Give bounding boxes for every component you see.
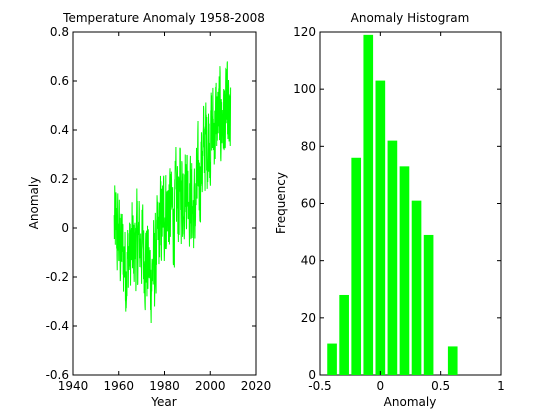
line-chart-title: Temperature Anomaly 1958-2008 bbox=[62, 11, 265, 25]
line-chart-ytick-label: 0 bbox=[61, 221, 69, 235]
histogram-bar bbox=[363, 34, 374, 375]
histogram-ytick-label: 0 bbox=[308, 368, 316, 382]
histogram-ytick-label: 120 bbox=[293, 25, 316, 39]
histogram-title: Anomaly Histogram bbox=[351, 11, 470, 25]
line-chart-ticks: 1940 1960 1980 2000 2020 -0.6 -0.4 -0.2 0 0.2 0.4 0… bbox=[46, 25, 272, 393]
histogram-bar bbox=[447, 346, 458, 375]
line-chart-xtick-label: 1980 bbox=[149, 379, 180, 393]
histogram-ytick-label: 80 bbox=[301, 139, 316, 153]
line-chart-ytick-label: -0.2 bbox=[46, 270, 69, 284]
histogram-bar bbox=[327, 343, 337, 375]
line-chart-ytick-label: 0.8 bbox=[50, 25, 69, 39]
histogram-bar bbox=[411, 200, 422, 375]
histogram-ytick-label: 40 bbox=[301, 254, 316, 268]
histogram-ytick-label: 20 bbox=[301, 311, 316, 325]
line-chart-ytick-label: -0.6 bbox=[46, 368, 69, 382]
histogram-xtick-label: -0.5 bbox=[308, 379, 331, 393]
histogram-bar bbox=[375, 80, 386, 375]
histogram-bar bbox=[399, 166, 410, 375]
line-chart-xtick-label: 2020 bbox=[241, 379, 272, 393]
line-chart-ytick-label: 0.2 bbox=[50, 172, 69, 186]
histogram-frame bbox=[319, 31, 502, 376]
line-chart-xtick-label: 1940 bbox=[58, 379, 89, 393]
line-chart-ytick-label: -0.4 bbox=[46, 319, 69, 333]
line-chart-ylabel: Anomaly bbox=[27, 177, 41, 230]
histogram-bar bbox=[387, 140, 398, 375]
histogram-ylabel: Frequency bbox=[274, 172, 288, 234]
histogram-bar bbox=[339, 294, 349, 375]
histogram-bar bbox=[351, 157, 362, 375]
anomaly-series-line bbox=[113, 61, 232, 323]
histogram-ytick-label: 60 bbox=[301, 197, 316, 211]
line-chart-ytick-label: 0.6 bbox=[50, 74, 69, 88]
histogram-xtick-label: 0.5 bbox=[431, 379, 450, 393]
histogram-xtick-label: 0 bbox=[377, 379, 385, 393]
line-chart-xlabel: Year bbox=[150, 395, 176, 409]
line-chart-xtick-label: 2000 bbox=[195, 379, 226, 393]
line-chart-panel: 1940 1960 1980 2000 2020 -0.6 -0.4 -0.2 0 0.2 0.4 0… bbox=[27, 11, 271, 409]
line-chart-plot bbox=[113, 61, 232, 323]
histogram-bars bbox=[327, 34, 458, 375]
histogram-xtick-label: 1 bbox=[497, 379, 505, 393]
histogram-xlabel: Anomaly bbox=[384, 395, 437, 409]
histogram-bar bbox=[423, 234, 434, 375]
histogram-ytick-label: 100 bbox=[293, 82, 316, 96]
line-chart-ytick-label: 0.4 bbox=[50, 123, 69, 137]
line-chart-xtick-label: 1960 bbox=[103, 379, 134, 393]
